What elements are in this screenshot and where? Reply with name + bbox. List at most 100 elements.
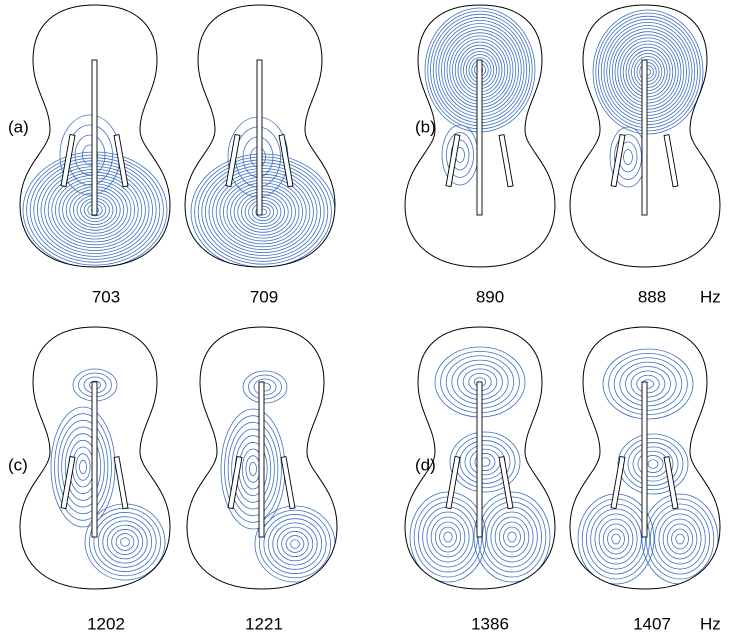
contour-line (632, 446, 674, 482)
contour-line (50, 406, 116, 528)
brace-bar (278, 134, 294, 188)
contour-line (469, 448, 501, 476)
brace-bar (225, 133, 241, 188)
contour-line (490, 511, 534, 563)
unit: Hz (700, 287, 721, 306)
contour-line (61, 426, 105, 508)
contour-line (120, 537, 130, 547)
contour-line (498, 521, 526, 553)
contour-line (248, 199, 278, 224)
contour-line (611, 31, 685, 113)
contour-line (212, 170, 314, 253)
frequency: 1221 (245, 614, 283, 633)
contour-line (290, 539, 300, 549)
contour-line (625, 366, 671, 402)
frequency: 888 (638, 287, 666, 306)
contour-line (215, 173, 311, 251)
brace-bar (663, 456, 679, 510)
brace-bar (227, 455, 243, 510)
panel-label: (c) (8, 455, 28, 474)
contour-line (230, 185, 296, 239)
brace-bar (641, 59, 648, 216)
contour-line (614, 34, 682, 110)
brace-bar (498, 456, 514, 510)
guitar-mode (569, 4, 721, 268)
contour-line (645, 498, 715, 580)
contour-line (57, 419, 109, 515)
contour-line (439, 526, 457, 548)
contour-line (630, 370, 666, 398)
contour-line (224, 415, 282, 523)
contours (190, 116, 335, 267)
contour-line (617, 37, 679, 107)
contour-line (102, 520, 148, 564)
contour-line (422, 506, 474, 568)
contour-line (633, 56, 663, 88)
contour-line (617, 433, 689, 495)
contour-line (281, 530, 309, 558)
contour-line (598, 15, 698, 129)
contour-line (602, 523, 630, 555)
contour-line (658, 513, 702, 565)
contour-line (482, 501, 542, 573)
contour-line (255, 205, 271, 219)
brace-bar (498, 134, 514, 188)
contour-line (248, 374, 282, 400)
contour-line (647, 459, 659, 469)
contour-line (93, 512, 157, 572)
brace-bar (445, 455, 461, 510)
contour-line (89, 507, 161, 577)
contour-line (254, 505, 336, 583)
contour-line (194, 156, 332, 267)
contour-line (226, 182, 300, 242)
brace-bar (476, 381, 483, 538)
contour-line (74, 134, 106, 176)
contour-line (486, 506, 538, 568)
contour-line (446, 132, 474, 178)
contour-line (623, 149, 633, 165)
contour-line (654, 508, 706, 570)
panel-label: (b) (415, 117, 436, 136)
contour-line (242, 370, 288, 404)
contour-line (449, 431, 521, 493)
contour-line (592, 9, 704, 135)
contour-line (600, 18, 696, 126)
brace-bar (113, 134, 129, 188)
contour-line (426, 511, 470, 563)
contour-line (474, 453, 496, 471)
brace-bar (280, 456, 296, 510)
frequency: 1202 (87, 614, 125, 633)
contour-line (503, 526, 521, 548)
contour-line (106, 524, 144, 560)
contour-line (285, 535, 305, 553)
contour-line (598, 518, 634, 560)
frequency: 890 (476, 287, 504, 306)
mode-shapes (19, 4, 721, 590)
brace-bar (258, 381, 265, 538)
contour-line (64, 433, 102, 501)
brace-bar (610, 455, 626, 510)
contour-line (603, 22, 693, 122)
contour-line (223, 179, 303, 245)
contour-line (205, 165, 321, 259)
brace-bar (610, 133, 626, 188)
guitar-mode (184, 4, 336, 268)
contour-line (581, 498, 651, 580)
contour-line (190, 153, 335, 267)
contours (592, 9, 704, 188)
panel-label: (d) (415, 455, 436, 474)
contour-line (675, 533, 685, 545)
contour-line (111, 528, 139, 556)
contour-line (473, 491, 551, 583)
contour-line (619, 361, 677, 407)
contour-line (636, 374, 660, 394)
contour-line (245, 455, 261, 483)
contour-line (75, 453, 91, 481)
contour-line (507, 531, 517, 543)
contour-line (625, 46, 671, 98)
contour-line (197, 159, 329, 265)
contour-line (595, 12, 701, 132)
brace-bar (60, 455, 76, 510)
brace-bar (113, 456, 129, 510)
contour-line (97, 516, 153, 568)
